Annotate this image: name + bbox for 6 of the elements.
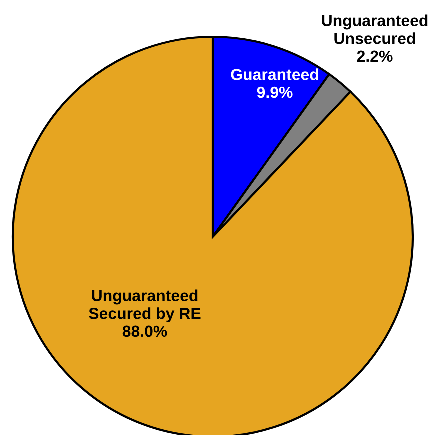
data-label: 2.2%: [357, 50, 393, 62]
slice-label: Unguaranteed Secured by RE: [89, 290, 201, 322]
data-label: 88.0%: [122, 326, 168, 338]
data-label: 9.9%: [257, 86, 293, 98]
slice-label: Guaranteed: [231, 68, 318, 80]
slice-label: Unguaranteed Unsecured: [322, 14, 428, 44]
